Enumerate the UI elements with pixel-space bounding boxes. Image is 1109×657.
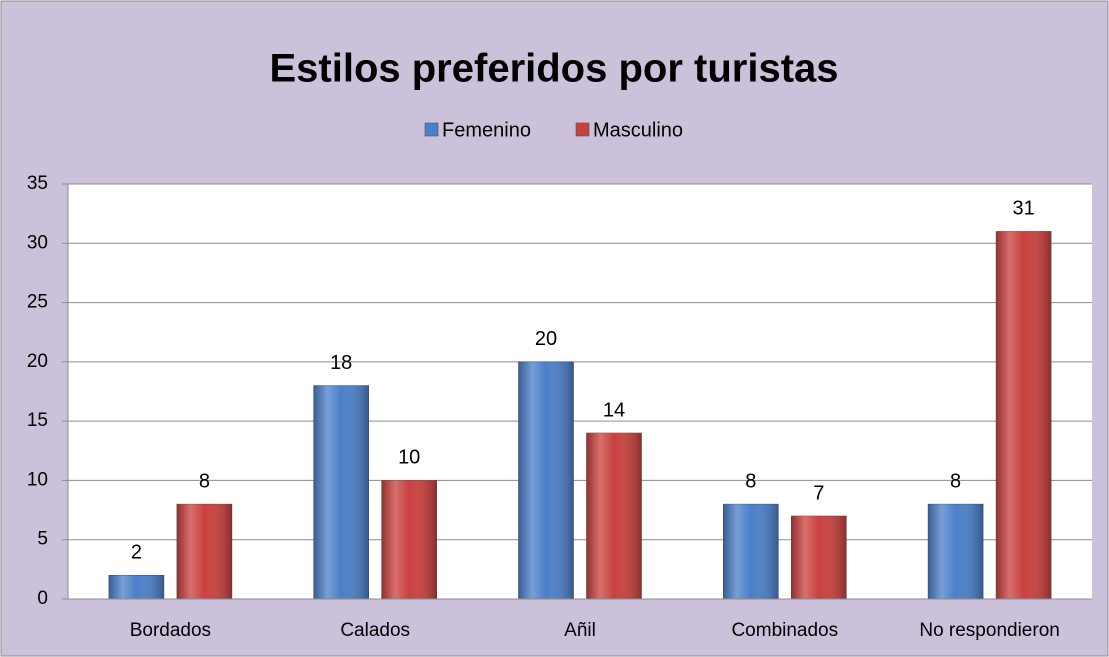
y-tick-label: 0: [37, 588, 48, 609]
data-label: 2: [131, 542, 142, 564]
data-label: 8: [950, 470, 961, 492]
bar-shade: [586, 433, 642, 599]
bar-shade: [176, 504, 232, 599]
y-tick-label: 30: [27, 232, 48, 253]
x-tick-label: No respondieron: [919, 620, 1059, 641]
x-tick-label: Combinados: [731, 620, 838, 641]
y-tick-label: 35: [27, 173, 48, 194]
data-label: 7: [813, 482, 824, 504]
data-label: 14: [603, 399, 625, 421]
data-label: 8: [199, 470, 210, 492]
legend-swatch: [575, 122, 590, 137]
data-label: 18: [330, 352, 352, 374]
data-label: 8: [745, 470, 756, 492]
bar-shade: [791, 516, 847, 599]
y-tick-label: 25: [27, 292, 48, 313]
x-tick-label: Bordados: [130, 620, 211, 641]
legend-swatch: [424, 122, 439, 137]
y-tick-label: 15: [27, 410, 48, 431]
y-tick-label: 10: [27, 469, 48, 490]
bar-shade: [313, 385, 369, 599]
bar-shade: [928, 504, 984, 599]
plot-area: [68, 184, 1092, 599]
chart-title: Estilos preferidos por turistas: [269, 47, 838, 91]
data-label: 20: [535, 328, 557, 350]
bar-shade: [518, 361, 574, 599]
bar-shade: [996, 231, 1052, 599]
y-tick-label: 5: [37, 529, 48, 550]
data-label: 10: [398, 447, 420, 469]
legend-label: Femenino: [442, 119, 531, 141]
bar-shade: [381, 480, 437, 599]
legend-label: Masculino: [593, 119, 683, 141]
x-tick-label: Calados: [340, 620, 410, 641]
y-tick-label: 20: [27, 351, 48, 372]
x-tick-label: Añil: [564, 620, 596, 641]
data-label: 31: [1012, 198, 1034, 220]
bar-shade: [723, 504, 779, 599]
bar-shade: [108, 575, 164, 599]
